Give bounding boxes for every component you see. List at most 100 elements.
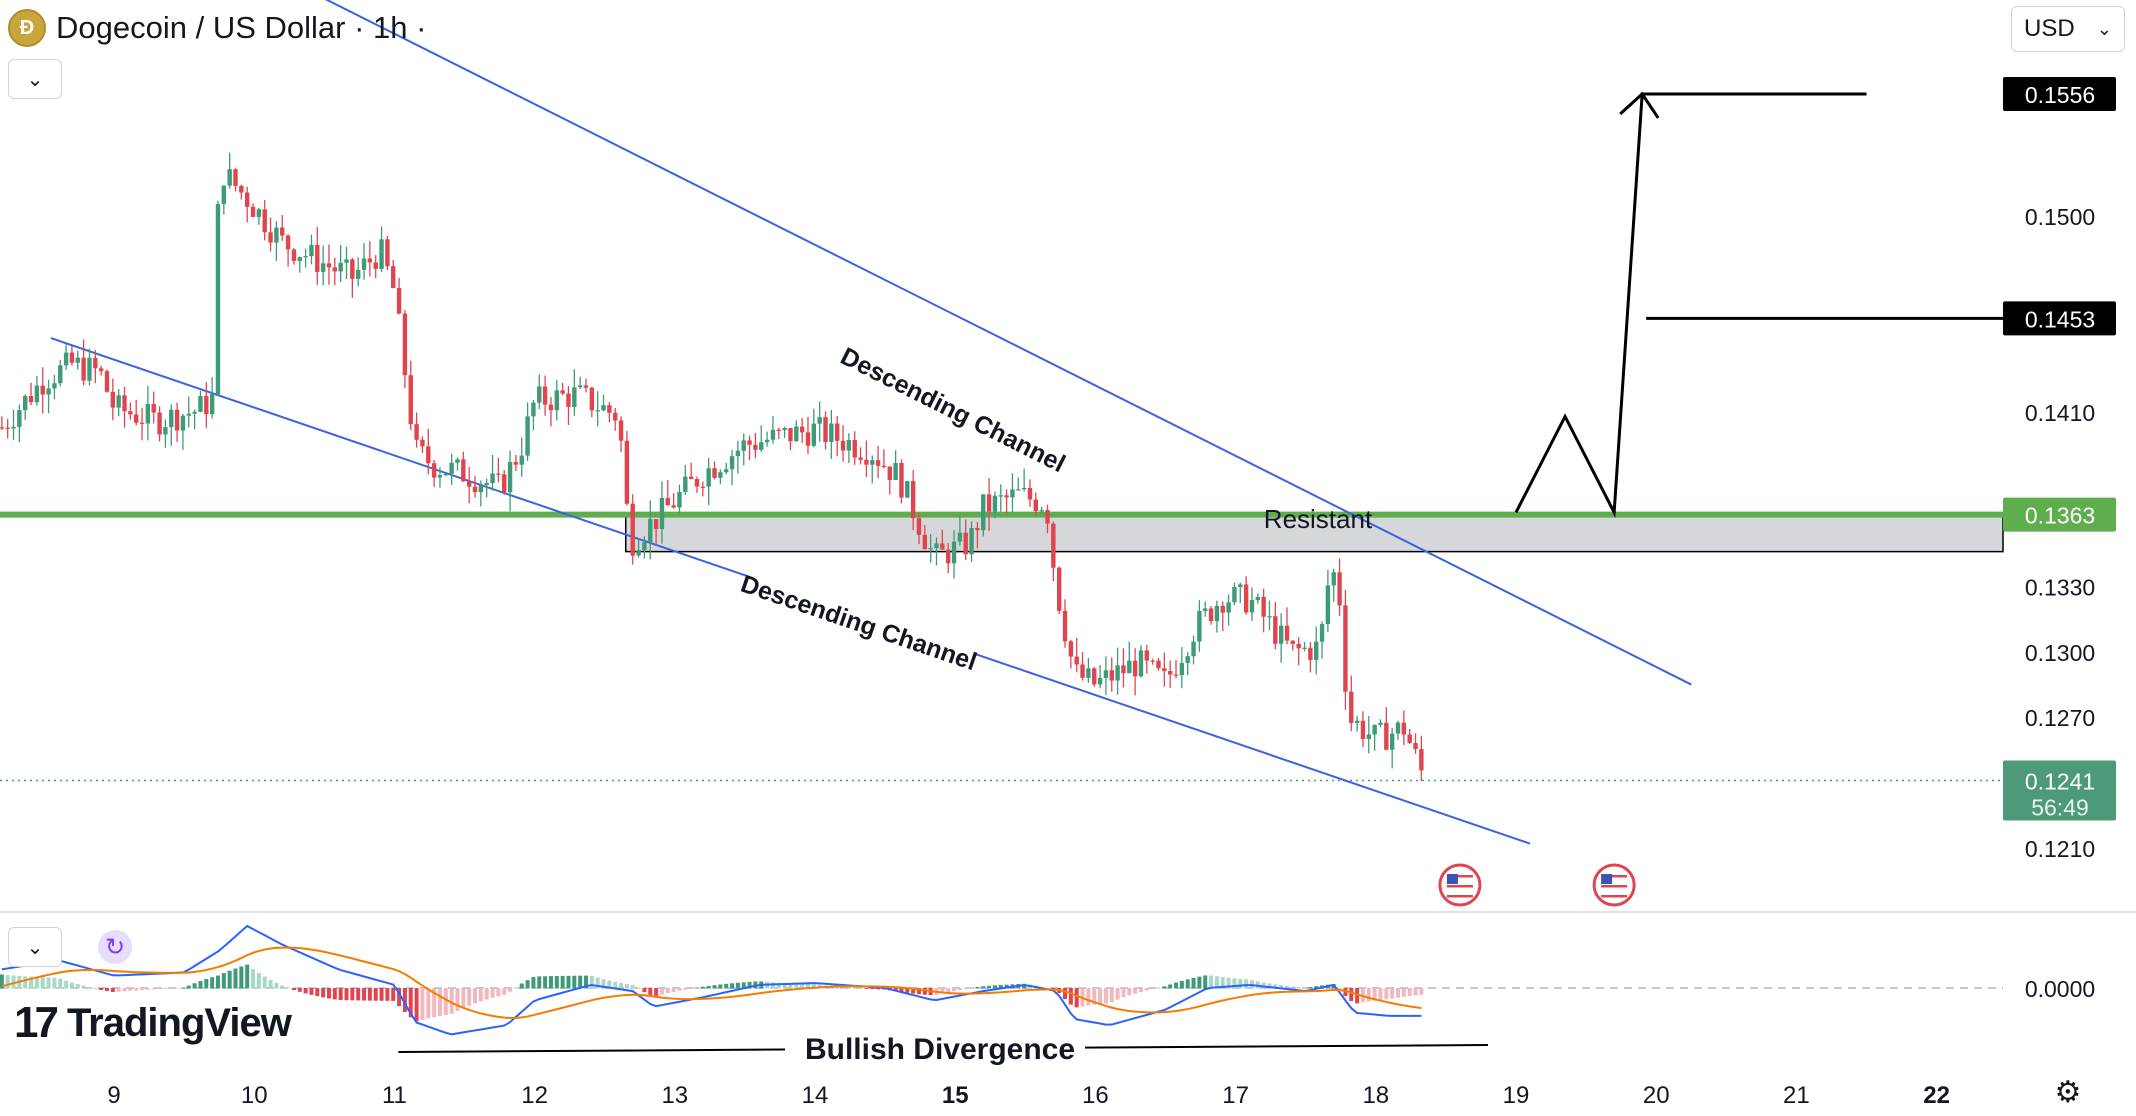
candle-body bbox=[1314, 641, 1319, 660]
candle bbox=[1249, 587, 1255, 621]
candle-body bbox=[1179, 663, 1185, 676]
candle bbox=[1167, 660, 1173, 688]
candle bbox=[379, 226, 384, 272]
candle-body bbox=[951, 541, 957, 564]
candle-body bbox=[1203, 608, 1208, 612]
candle bbox=[718, 469, 723, 485]
upper-channel-line[interactable] bbox=[219, 0, 1692, 686]
candle bbox=[1343, 590, 1348, 710]
candle bbox=[776, 427, 781, 440]
candle bbox=[256, 207, 262, 225]
candle-body bbox=[151, 404, 156, 413]
candle bbox=[502, 470, 507, 495]
candle-body bbox=[840, 440, 846, 451]
flag-stripe bbox=[1601, 885, 1628, 888]
macd-bar bbox=[134, 988, 139, 991]
candle bbox=[975, 521, 980, 549]
candle-body bbox=[846, 439, 852, 451]
candle-body bbox=[443, 473, 449, 476]
macd-bar bbox=[5, 974, 10, 989]
candle-body bbox=[1103, 670, 1109, 678]
macd-bar bbox=[1273, 984, 1278, 989]
candle bbox=[449, 453, 454, 485]
candle bbox=[58, 359, 63, 387]
us-flag-icon[interactable] bbox=[1438, 863, 1482, 907]
candle-body bbox=[139, 422, 145, 424]
candle bbox=[1062, 599, 1068, 648]
candle-body bbox=[1343, 605, 1348, 692]
candle-body bbox=[466, 481, 472, 487]
candle-body bbox=[642, 542, 647, 551]
candle bbox=[192, 409, 197, 430]
candle bbox=[280, 215, 285, 241]
macd-bar bbox=[659, 988, 664, 995]
macd-bar bbox=[700, 986, 705, 989]
macd-bar bbox=[519, 983, 524, 989]
symbol-title[interactable]: Dogecoin / US Dollar · 1h · bbox=[56, 10, 427, 45]
candle bbox=[326, 244, 332, 285]
candle bbox=[1179, 647, 1185, 689]
candle-body bbox=[34, 385, 40, 403]
candle bbox=[858, 447, 863, 465]
candle bbox=[537, 374, 542, 410]
candle bbox=[309, 234, 314, 265]
candle-body bbox=[1261, 596, 1266, 617]
candle bbox=[1132, 648, 1138, 696]
macd-bar bbox=[1103, 988, 1108, 1004]
candle bbox=[1109, 657, 1114, 692]
candle bbox=[981, 494, 986, 537]
candle-body bbox=[478, 485, 484, 493]
candle bbox=[186, 396, 191, 428]
candle-body bbox=[1010, 489, 1015, 498]
candle bbox=[519, 437, 524, 477]
candle-body bbox=[40, 385, 45, 395]
candle bbox=[69, 346, 75, 366]
macd-bar bbox=[1174, 982, 1179, 989]
candle bbox=[735, 440, 741, 474]
candle-body bbox=[548, 404, 554, 411]
macd-bar bbox=[1314, 986, 1319, 989]
macd-bar bbox=[1121, 988, 1126, 998]
candle-body bbox=[502, 474, 507, 493]
collapse-indicator-button[interactable]: ⌄ bbox=[8, 927, 62, 967]
candle-body bbox=[969, 528, 974, 555]
candle-body bbox=[905, 481, 910, 498]
candle bbox=[291, 248, 297, 265]
macd-bar bbox=[93, 988, 98, 989]
candle-body bbox=[239, 185, 244, 193]
y-axis-tick-label: 0.1270 bbox=[2025, 705, 2095, 731]
us-flag-icon[interactable] bbox=[1592, 863, 1636, 907]
candle bbox=[385, 236, 390, 271]
candle bbox=[1226, 594, 1231, 626]
candle bbox=[355, 257, 361, 287]
collapse-legend-button[interactable]: ⌄ bbox=[8, 59, 62, 99]
candle bbox=[1097, 665, 1103, 689]
macd-bar bbox=[326, 988, 331, 999]
candle bbox=[461, 451, 466, 482]
currency-select[interactable]: USD ⌄ bbox=[2011, 6, 2125, 52]
tradingview-logo[interactable]: 17 TradingView bbox=[14, 998, 292, 1048]
candle bbox=[1395, 720, 1401, 740]
candle-body bbox=[396, 287, 402, 314]
candle bbox=[420, 436, 425, 454]
candle-body bbox=[934, 543, 939, 549]
projection-path[interactable] bbox=[1514, 92, 1867, 518]
gear-icon[interactable]: ⚙ bbox=[2054, 1075, 2082, 1109]
macd-bar bbox=[385, 988, 390, 1001]
sync-icon[interactable]: ↻ bbox=[98, 930, 132, 964]
candle-body bbox=[770, 429, 776, 440]
candle-body bbox=[1138, 650, 1144, 677]
candle-body bbox=[910, 481, 916, 519]
macd-bar bbox=[712, 985, 717, 989]
macd-line bbox=[1, 924, 1422, 1036]
macd-bar bbox=[613, 981, 618, 989]
candle-body bbox=[169, 409, 174, 428]
macd-bar bbox=[513, 987, 518, 989]
candle bbox=[694, 476, 700, 494]
candle-body bbox=[87, 357, 92, 381]
candle bbox=[367, 241, 373, 277]
macd-bar bbox=[805, 984, 810, 989]
x-axis-tick-label: 12 bbox=[521, 1082, 548, 1109]
candle-body bbox=[75, 357, 80, 363]
